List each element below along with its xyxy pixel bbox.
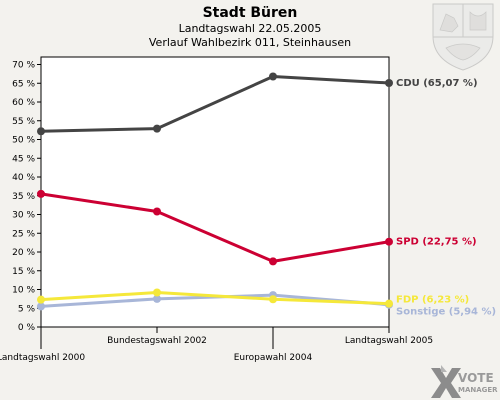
y-tick-label: 20 % (12, 248, 35, 258)
series-end-label: Sonstige (5,94 %) (396, 307, 496, 318)
y-tick-label: 15 % (12, 267, 35, 277)
series-end-label: CDU (65,07 %) (396, 78, 478, 89)
data-point-sonstige (37, 302, 45, 311)
series-layer (37, 72, 393, 311)
y-tick-label: 65 % (12, 79, 35, 89)
x-axis: Landtagswahl 2000 Bundestagswahl 2002 Euro… (0, 327, 433, 363)
logo-line-2: MANAGER (458, 386, 498, 394)
data-point-cdu (385, 78, 393, 87)
data-point-spd (153, 207, 161, 216)
vote-manager-x-icon (431, 365, 461, 398)
data-point-sonstige (153, 294, 161, 303)
y-tick-label: 70 % (12, 61, 35, 71)
data-point-spd (37, 189, 45, 198)
y-tick-label: 35 % (12, 192, 35, 202)
y-tick-label: 45 % (12, 154, 35, 164)
y-tick-label: 30 % (12, 211, 35, 221)
data-point-spd (385, 237, 393, 246)
y-tick-label: 10 % (12, 286, 35, 296)
data-point-fdp (37, 295, 45, 304)
y-tick-label: 0 % (18, 323, 36, 333)
x-tick-label: Europawahl 2004 (234, 353, 313, 363)
y-tick-label: 55 % (12, 117, 35, 127)
series-line-cdu (40, 75, 390, 133)
data-point-cdu (37, 127, 45, 136)
plot-area (40, 56, 390, 328)
y-tick-label: 40 % (12, 173, 35, 183)
series-labels: CDU (65,07 %) SPD (22,75 %) FDP (6,23 %)So… (396, 78, 496, 318)
data-point-spd (269, 257, 277, 266)
data-point-fdp (153, 288, 161, 297)
data-point-cdu (153, 124, 161, 133)
series-end-label: SPD (22,75 %) (396, 237, 477, 248)
chart-subtitle-2: Verlauf Wahlbezirk 011, Steinhausen (149, 36, 351, 49)
coat-of-arms-icon (432, 3, 494, 71)
series-end-label: FDP (6,23 %) (396, 295, 469, 306)
series-line-fdp (40, 291, 390, 306)
x-tick-label: Landtagswahl 2000 (0, 353, 85, 363)
x-tick-label: Landtagswahl 2005 (345, 336, 433, 346)
logo-line-1: VOTE (458, 371, 494, 385)
y-tick-label: 5 % (18, 304, 36, 314)
y-axis: 0 % 5 % 10 % 15 % 20 % 25 % 30 % 35 % 40 % 45 % 50… (12, 61, 41, 333)
x-tick-label: Bundestagswahl 2002 (107, 336, 207, 346)
y-tick-label: 25 % (12, 229, 35, 239)
chart-title: Stadt Büren (203, 5, 298, 21)
data-point-cdu (269, 72, 277, 81)
vote-manager-logo: VOTE MANAGER (431, 365, 498, 398)
data-point-fdp (269, 295, 277, 304)
y-tick-label: 60 % (12, 98, 35, 108)
chart-subtitle-1: Landtagswahl 22.05.2005 (179, 22, 322, 35)
series-line-spd (40, 192, 390, 263)
y-tick-label: 50 % (12, 136, 35, 146)
data-point-fdp (385, 299, 393, 308)
